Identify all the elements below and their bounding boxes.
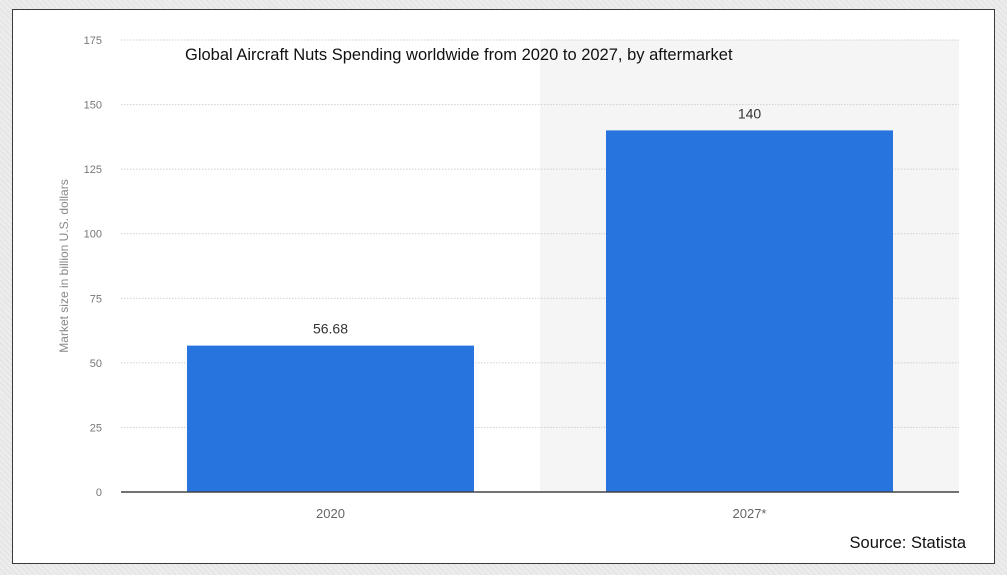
y-tick-label: 0 — [96, 487, 102, 499]
data-labels: 56.68 140 — [313, 105, 761, 336]
x-tick-label: 2027* — [733, 506, 767, 521]
bars — [187, 130, 893, 492]
y-tick-label: 125 — [84, 164, 102, 176]
y-tick-label: 100 — [84, 229, 102, 241]
x-tick-label: 2020 — [316, 506, 345, 521]
y-tick-label: 25 — [90, 422, 102, 434]
x-axis-ticks: 2020 2027* — [316, 506, 766, 521]
chart-title: Global Aircraft Nuts Spending worldwide … — [185, 46, 733, 64]
y-tick-label: 175 — [84, 35, 102, 47]
bar — [187, 345, 474, 492]
y-tick-label: 50 — [90, 358, 102, 370]
data-label: 56.68 — [313, 321, 348, 337]
y-axis-label: Market size in billion U.S. dollars — [57, 179, 71, 352]
y-tick-label: 150 — [84, 100, 102, 112]
source-note: Source: Statista — [850, 534, 967, 552]
data-label: 140 — [738, 105, 762, 121]
bar — [606, 130, 893, 492]
y-axis-ticks: 0 25 50 75 100 125 150 175 — [84, 35, 102, 499]
y-tick-label: 75 — [90, 293, 102, 305]
